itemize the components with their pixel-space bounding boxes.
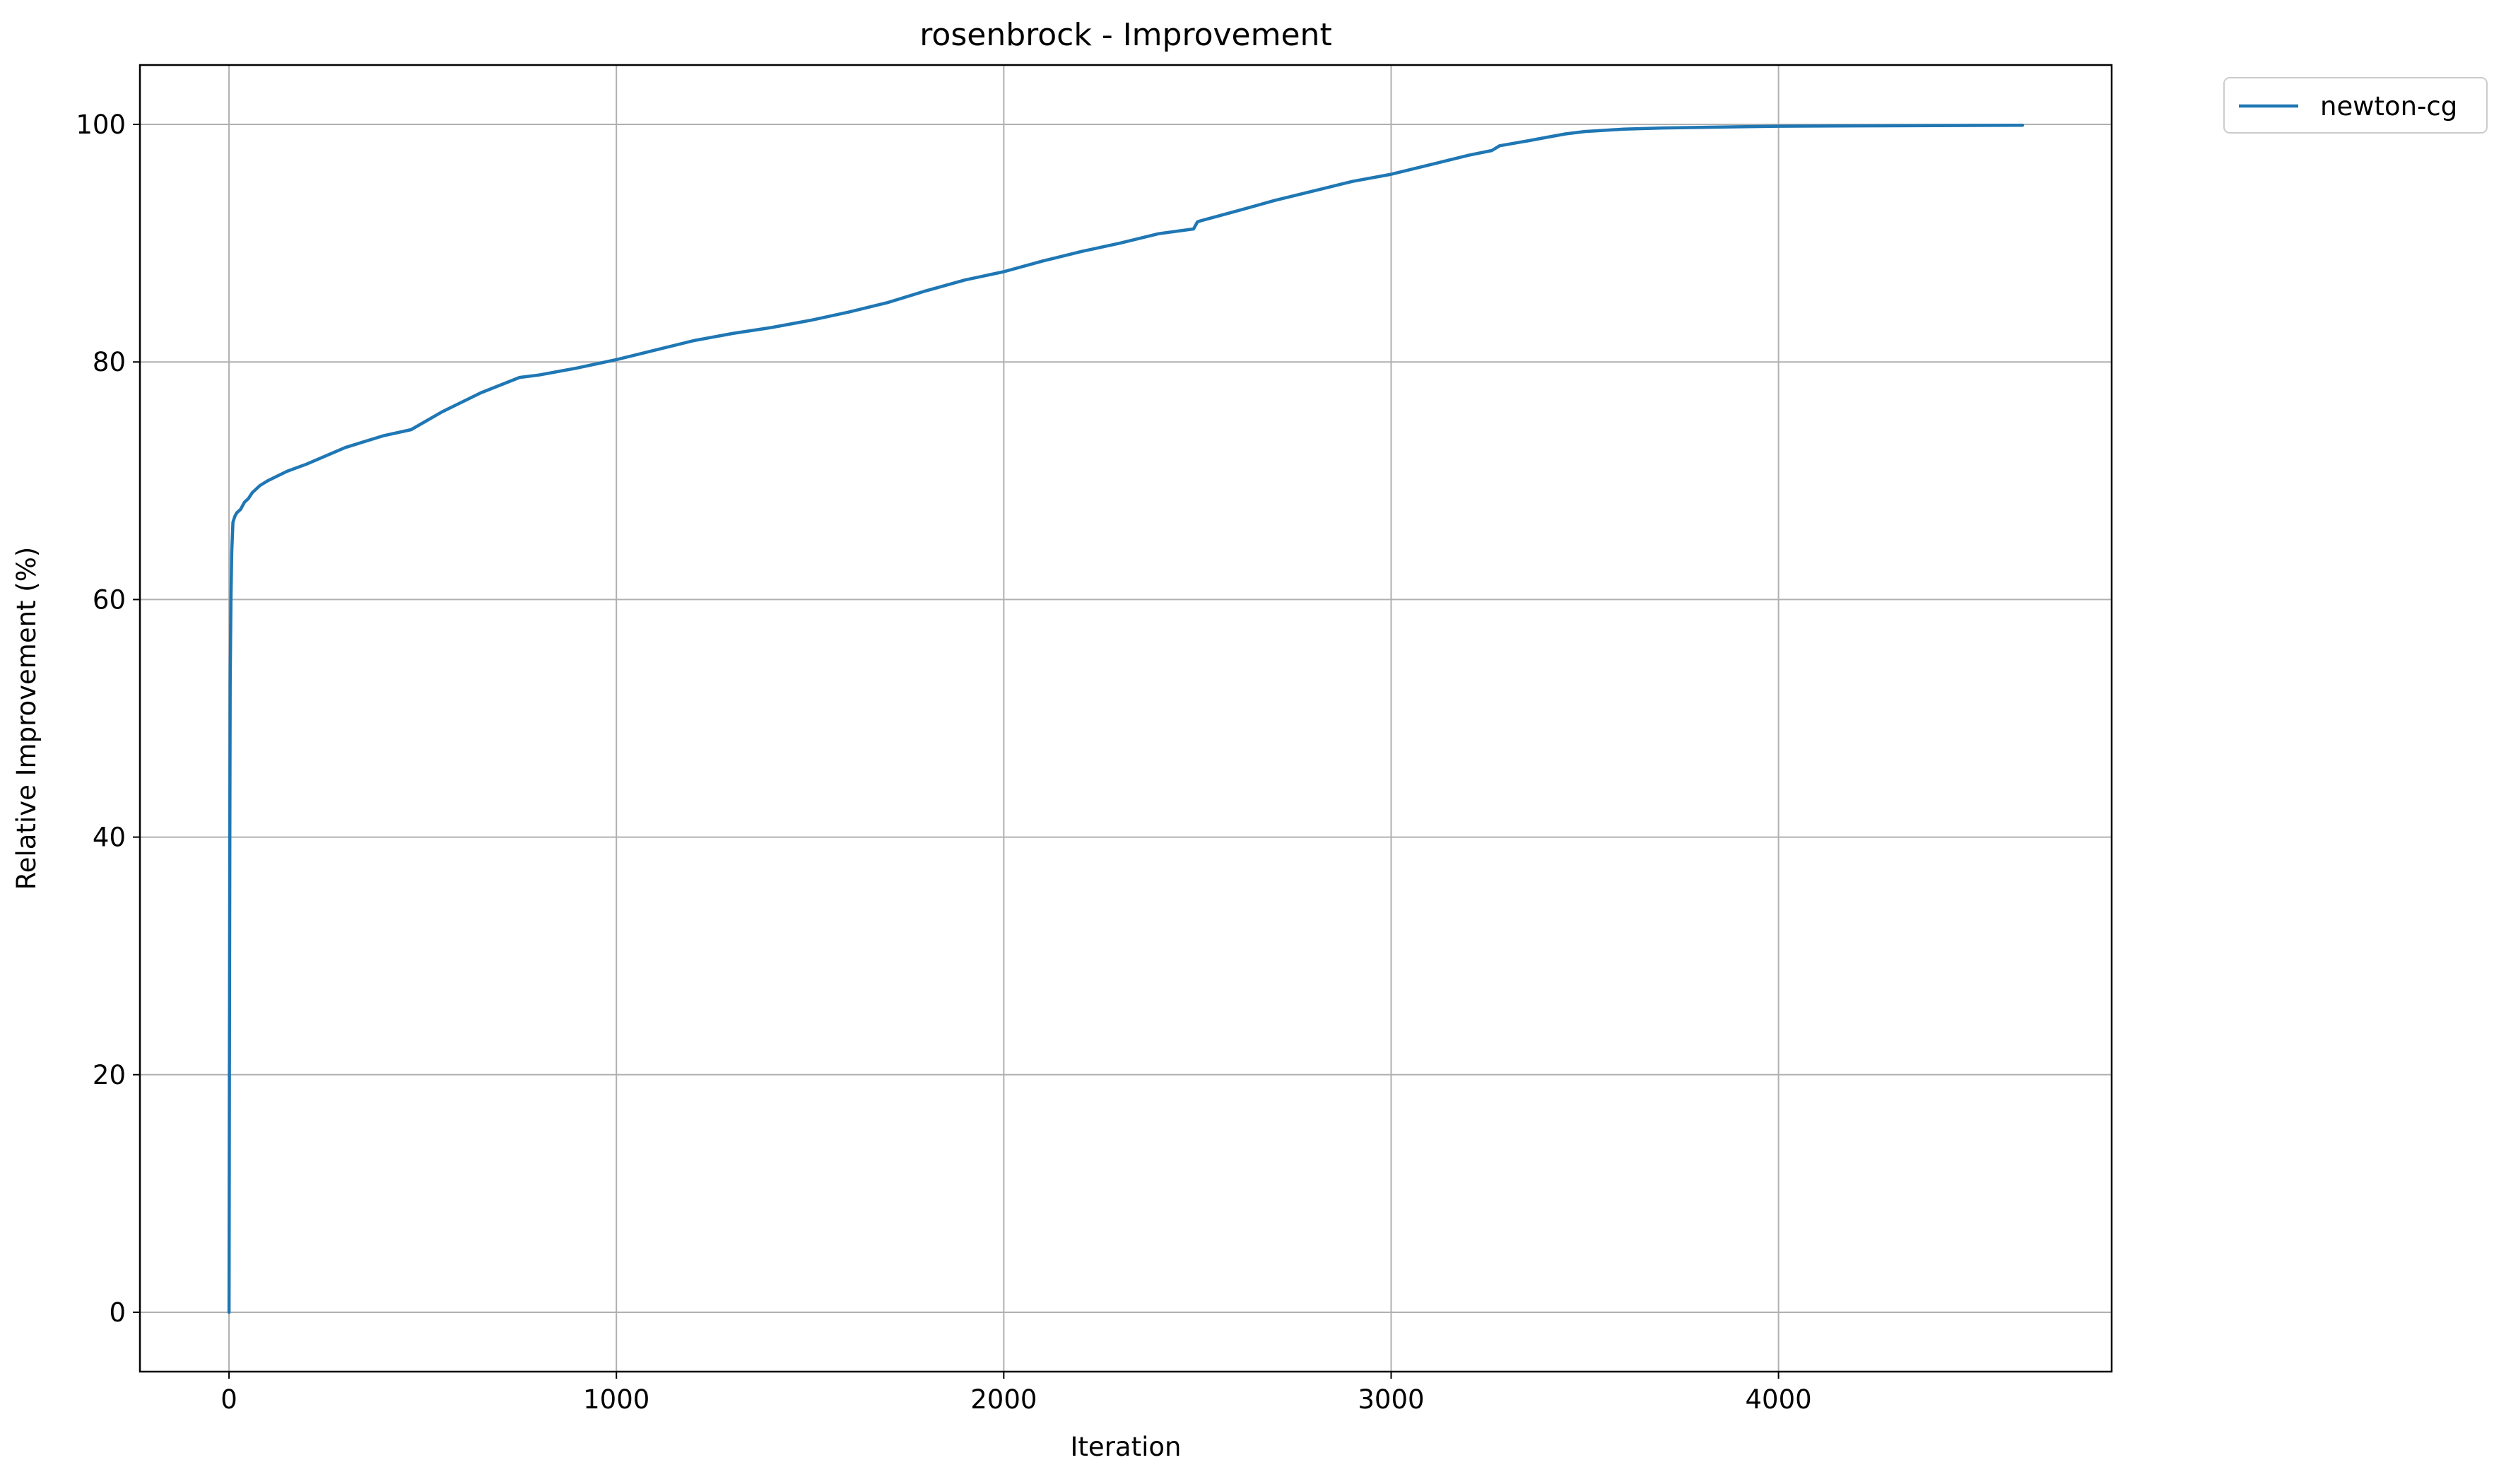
x-tick-label: 4000 <box>1746 1384 1812 1415</box>
axis-ticks: 0 1000 2000 3000 4000 0 20 40 60 80 100 <box>76 110 1811 1415</box>
grid-lines <box>140 65 2112 1372</box>
y-tick-label: 60 <box>93 584 126 615</box>
x-tick-label: 1000 <box>583 1384 649 1415</box>
series-line-newton-cg <box>227 123 2025 1314</box>
y-tick-label: 0 <box>109 1297 126 1328</box>
y-tick-label: 80 <box>93 347 126 377</box>
y-tick-label: 20 <box>93 1060 126 1090</box>
x-tick-label: 0 <box>220 1384 237 1415</box>
chart-title: rosenbrock - Improvement <box>919 17 1331 53</box>
x-axis-label: Iteration <box>1071 1432 1182 1462</box>
plot-frame <box>139 64 2113 1373</box>
legend-label-newton-cg: newton-cg <box>2320 91 2457 122</box>
x-tick-label: 3000 <box>1358 1384 1424 1415</box>
x-tick-label: 2000 <box>970 1384 1037 1415</box>
legend-box <box>2223 77 2488 134</box>
y-tick-label: 100 <box>76 110 126 140</box>
series-layer <box>227 123 2025 1314</box>
y-tick-label: 40 <box>93 823 126 853</box>
y-axis-label: Relative Improvement (%) <box>11 547 42 890</box>
legend: newton-cg <box>2223 77 2488 134</box>
